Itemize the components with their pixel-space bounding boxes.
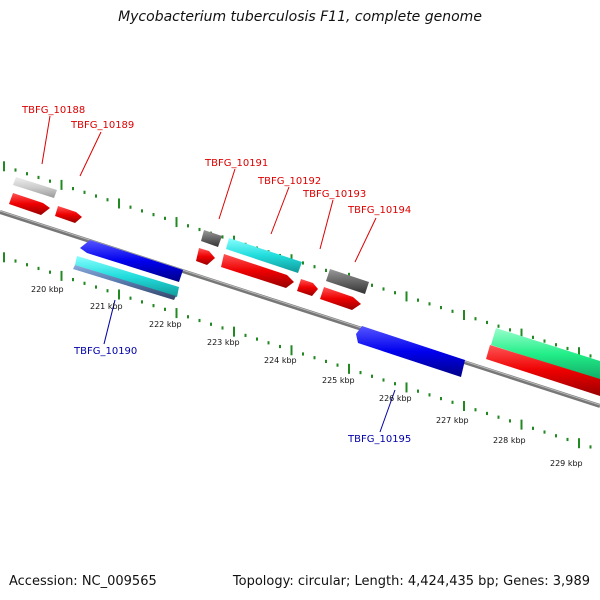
kbp-label: 221 kbp <box>90 302 123 311</box>
gene-label[interactable]: TBFG_10194 <box>347 205 411 216</box>
gene-TBFG_10195[interactable] <box>356 326 465 377</box>
label-leaders <box>41 115 396 433</box>
gene-TBFG_10190-steel[interactable] <box>73 265 176 300</box>
kbp-label: 227 kbp <box>436 416 469 425</box>
outer-tick-track <box>3 161 592 358</box>
gene-label[interactable]: TBFG_10191 <box>204 158 268 169</box>
gene-label[interactable]: TBFG_10192 <box>257 176 321 187</box>
gene-TBFG_10189[interactable] <box>55 206 82 223</box>
reverse-genes <box>73 240 465 377</box>
gene-TBFG_10192-cds[interactable] <box>221 254 294 288</box>
gene-labels: TBFG_10188 TBFG_10189 TBFG_10190 TBFG_10… <box>21 105 411 445</box>
gene-TBFG_10191-cds[interactable] <box>196 248 215 265</box>
kbp-label: 220 kbp <box>31 285 64 294</box>
kbp-label: 224 kbp <box>264 356 297 365</box>
gene-TBFG_10190[interactable] <box>80 240 183 282</box>
map-title: Mycobacterium tuberculosis F11, complete… <box>118 9 482 25</box>
kbp-label: 226 kbp <box>379 394 412 403</box>
kbp-label: 225 kbp <box>322 376 355 385</box>
gene-label[interactable]: TBFG_10193 <box>302 189 366 200</box>
gene-TBFG_10194-cds[interactable] <box>320 287 361 310</box>
topology-summary-text: Topology: circular; Length: 4,424,435 bp… <box>232 574 590 589</box>
gene-TBFG_10194[interactable] <box>326 269 369 294</box>
kbp-label: 228 kbp <box>493 436 526 445</box>
gene-TBFG_10188[interactable] <box>13 177 57 198</box>
gene-TBFG_10193[interactable] <box>297 279 318 296</box>
gene-label[interactable]: TBFG_10189 <box>70 120 134 131</box>
gene-label[interactable]: TBFG_10188 <box>21 105 85 116</box>
kbp-label: 223 kbp <box>207 338 240 347</box>
gene-label[interactable]: TBFG_10195 <box>347 434 411 445</box>
gene-TBFG_10190-cyan[interactable] <box>75 256 179 297</box>
accession-text: Accession: NC_009565 <box>9 574 157 589</box>
forward-genes <box>9 177 600 396</box>
kbp-label: 222 kbp <box>149 320 182 329</box>
inner-tick-track <box>3 252 592 449</box>
kbp-labels: 220 kbp 221 kbp 222 kbp 223 kbp 224 kbp … <box>31 285 583 468</box>
gene-TBFG_10188-cds[interactable] <box>9 193 50 215</box>
gene-TBFG_10192[interactable] <box>226 238 302 273</box>
gene-label[interactable]: TBFG_10190 <box>73 346 137 357</box>
kbp-label: 229 kbp <box>550 459 583 468</box>
gene-right-green[interactable] <box>491 328 600 380</box>
gene-TBFG_10191[interactable] <box>201 230 222 247</box>
gene-right-red[interactable] <box>486 345 600 396</box>
